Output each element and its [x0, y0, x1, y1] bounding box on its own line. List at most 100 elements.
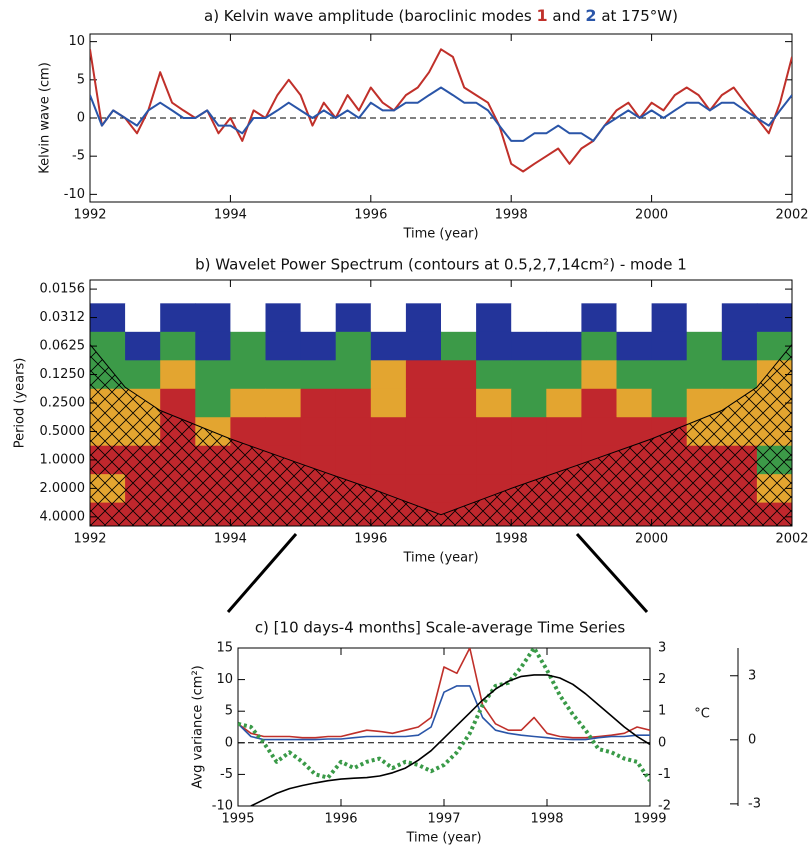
- power-cell: [686, 280, 723, 304]
- power-cell: [370, 360, 407, 390]
- title-part: and: [548, 7, 586, 25]
- power-cell: [476, 303, 512, 333]
- power-cell: [441, 417, 477, 447]
- power-cell: [335, 331, 372, 361]
- power-cell: [160, 303, 196, 333]
- power-cell: [476, 388, 512, 418]
- power-cell: [265, 388, 302, 418]
- power-cell: [370, 445, 407, 475]
- y-tick-label: -10: [64, 187, 85, 202]
- power-cell: [335, 445, 372, 475]
- chart-title: c) [10 days-4 months] Scale-average Time…: [255, 619, 626, 637]
- x-tick-label: 1998: [495, 532, 528, 547]
- power-cell: [195, 280, 231, 304]
- power-cell: [265, 331, 302, 361]
- power-cell: [511, 445, 547, 475]
- x-tick-label: 1996: [354, 208, 387, 223]
- x-tick-label: 1994: [214, 208, 247, 223]
- power-cell: [405, 303, 442, 333]
- x-tick-label: 1992: [73, 208, 106, 223]
- power-cell: [546, 417, 582, 447]
- power-cell: [230, 303, 266, 333]
- power-cell: [160, 280, 196, 304]
- y2-tick-label: 2: [658, 672, 666, 687]
- power-cell: [335, 388, 372, 418]
- power-cell: [511, 388, 547, 418]
- power-cell: [721, 303, 758, 333]
- x-tick-label: 1996: [324, 812, 357, 827]
- power-cell: [721, 331, 758, 361]
- power-cell: [441, 474, 477, 504]
- plot-frame: [237, 647, 651, 807]
- power-cell: [405, 360, 442, 390]
- y-tick-label: 0.0625: [40, 339, 86, 354]
- power-cell: [511, 331, 547, 361]
- power-cell: [405, 417, 442, 447]
- power-cell: [300, 331, 337, 361]
- y2-tick-label: -2: [658, 799, 671, 814]
- power-cell: [581, 417, 617, 447]
- power-cell: [651, 331, 688, 361]
- x-axis-title: Time (year): [405, 831, 481, 846]
- power-cell: [370, 280, 407, 304]
- y-tick-label: 0: [225, 735, 233, 750]
- power-cell: [195, 331, 231, 361]
- power-cell: [546, 360, 582, 390]
- power-cell: [616, 388, 653, 418]
- power-cell: [300, 280, 337, 304]
- power-cell: [335, 280, 372, 304]
- power-cell: [300, 388, 337, 418]
- power-cell: [370, 388, 407, 418]
- power-cell: [230, 360, 266, 390]
- power-cell: [405, 474, 442, 504]
- y-tick-label: -5: [72, 149, 85, 164]
- y2-tick-label: -1: [658, 767, 671, 782]
- power-cell: [616, 360, 653, 390]
- power-cell: [370, 417, 407, 447]
- power-cell: [195, 388, 231, 418]
- power-cell: [195, 303, 231, 333]
- cone-of-influence: [90, 343, 792, 526]
- power-cell: [160, 360, 196, 390]
- power-cell: [300, 417, 337, 447]
- power-cell: [546, 303, 582, 333]
- power-cell: [441, 360, 477, 390]
- power-cell: [581, 280, 617, 304]
- power-cell: [616, 280, 653, 304]
- y-axis-title: Kelvin wave (cm): [38, 62, 53, 174]
- y-tick-label: 0.5000: [40, 424, 86, 439]
- power-cell: [441, 388, 477, 418]
- x-tick-label: 1996: [354, 532, 387, 547]
- series-line: [90, 48, 792, 173]
- x-tick-label: 1998: [495, 208, 528, 223]
- chart-title: a) Kelvin wave amplitude (baroclinic mod…: [204, 6, 678, 25]
- zoom-connector: [226, 533, 298, 613]
- power-cell: [125, 303, 161, 333]
- power-cell: [335, 360, 372, 390]
- power-cell: [581, 388, 617, 418]
- x-axis-title: Time (year): [402, 227, 478, 242]
- power-cell: [581, 360, 617, 390]
- power-cell: [405, 331, 442, 361]
- power-cell: [581, 303, 617, 333]
- y-tick-label: 0.0312: [40, 310, 86, 325]
- power-cell: [546, 280, 582, 304]
- title-part: a) Kelvin wave amplitude (baroclinic mod…: [204, 7, 537, 25]
- x-tick-label: 2002: [775, 532, 808, 547]
- power-cell: [90, 280, 126, 304]
- power-cell: [476, 331, 512, 361]
- power-cell: [405, 280, 442, 304]
- power-cell: [441, 280, 477, 304]
- chart-title: b) Wavelet Power Spectrum (contours at 0…: [195, 256, 687, 274]
- power-cell: [686, 303, 723, 333]
- x-tick-label: 1995: [221, 812, 254, 827]
- y-tick-label: -10: [212, 799, 233, 814]
- y-tick-label: 0.0156: [40, 282, 86, 297]
- power-cell: [616, 303, 653, 333]
- power-cell: [581, 331, 617, 361]
- y-tick-label: 15: [216, 641, 233, 656]
- power-cell: [721, 280, 758, 304]
- power-cell: [230, 280, 266, 304]
- power-cell: [511, 280, 547, 304]
